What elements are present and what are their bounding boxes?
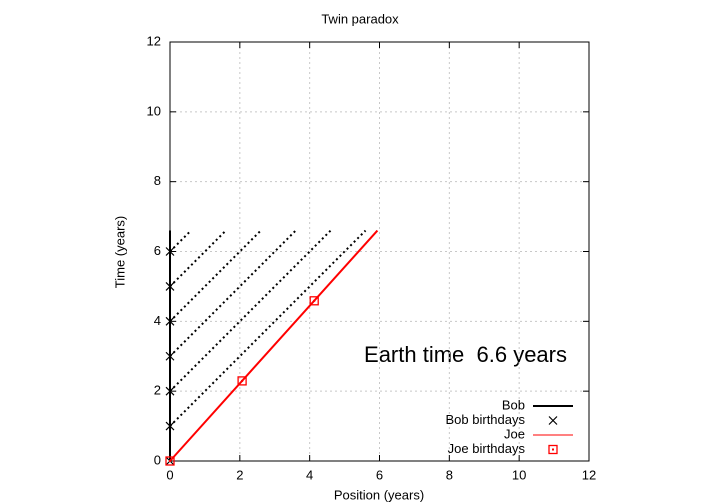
cross-marker (165, 281, 175, 291)
cross-marker (165, 247, 175, 256)
square-marker (165, 456, 175, 466)
legend-swatch (548, 444, 558, 455)
x-tick-label: 10 (512, 467, 526, 482)
legend-label: Joe (504, 426, 525, 441)
y-tick-label: 12 (147, 33, 161, 48)
y-tick-label: 8 (154, 173, 161, 188)
y-tick-label: 4 (154, 313, 161, 328)
signal-line (169, 229, 332, 392)
signal-line (169, 229, 262, 323)
signal-line (169, 229, 227, 288)
x-tick-label: 0 (166, 467, 173, 482)
y-tick-label: 2 (154, 383, 161, 398)
y-axis-label: Time (years) (112, 216, 127, 288)
cross-marker (165, 316, 175, 326)
x-tick-label: 12 (582, 467, 596, 482)
x-tick-label: 8 (446, 467, 453, 482)
signal-line (169, 229, 367, 427)
legend-label: Bob birthdays (446, 412, 526, 427)
y-tick-label: 10 (147, 103, 161, 118)
y-tick-label: 0 (154, 452, 161, 467)
y-tick-label: 6 (154, 243, 161, 258)
cross-marker (165, 386, 175, 396)
square-marker (309, 296, 319, 306)
x-tick-label: 2 (236, 467, 243, 482)
cross-marker (165, 421, 175, 431)
chart-title: Twin paradox (321, 11, 399, 26)
series-line (169, 229, 379, 462)
legend-label: Joe birthdays (448, 441, 526, 456)
legend-label: Bob (502, 397, 525, 412)
x-axis-label: Position (years) (334, 487, 424, 502)
square-dot (169, 460, 171, 462)
square-dot (241, 379, 244, 382)
x-tick-label: 6 (376, 467, 383, 482)
square-marker (237, 376, 247, 386)
legend-swatch (552, 448, 554, 451)
square-dot (313, 299, 316, 302)
annotation: Earth time 6.6 years (364, 342, 567, 367)
legend-swatch (548, 416, 558, 425)
signal-line (169, 229, 297, 357)
cross-marker (165, 351, 175, 361)
x-tick-label: 4 (306, 467, 313, 482)
